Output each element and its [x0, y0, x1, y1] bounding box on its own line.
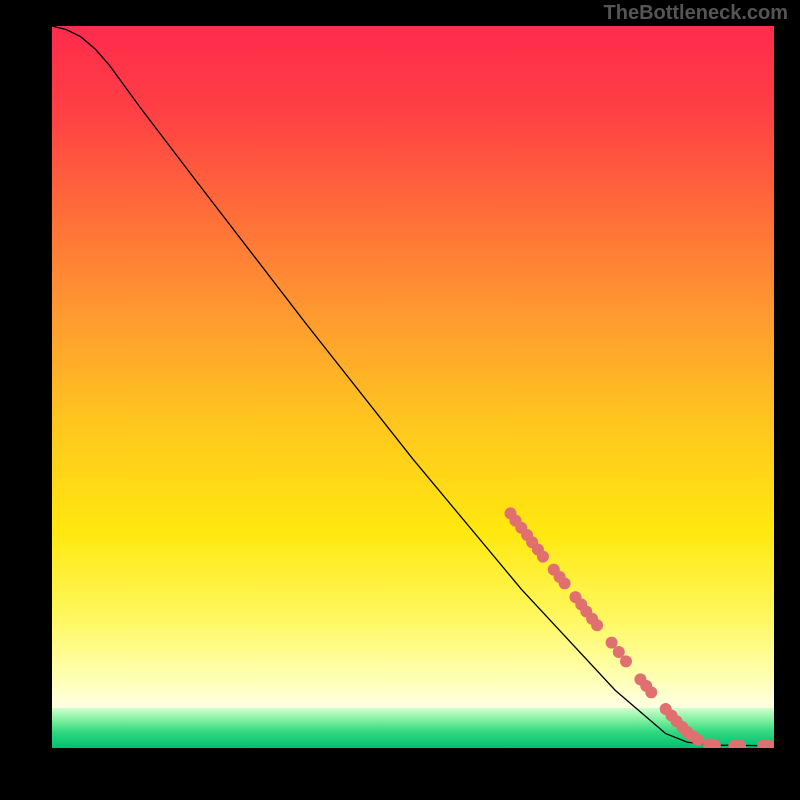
data-marker — [559, 577, 571, 589]
data-marker — [537, 551, 549, 563]
data-marker — [645, 686, 657, 698]
chart-frame: TheBottleneck.com — [0, 0, 800, 800]
watermark-text: TheBottleneck.com — [604, 2, 788, 25]
bottleneck-curve — [52, 26, 774, 746]
curve-layer — [52, 26, 774, 748]
plot-area — [52, 26, 774, 748]
data-marker — [591, 619, 603, 631]
data-marker — [613, 646, 625, 658]
data-marker — [620, 655, 632, 667]
data-marker — [692, 734, 704, 746]
